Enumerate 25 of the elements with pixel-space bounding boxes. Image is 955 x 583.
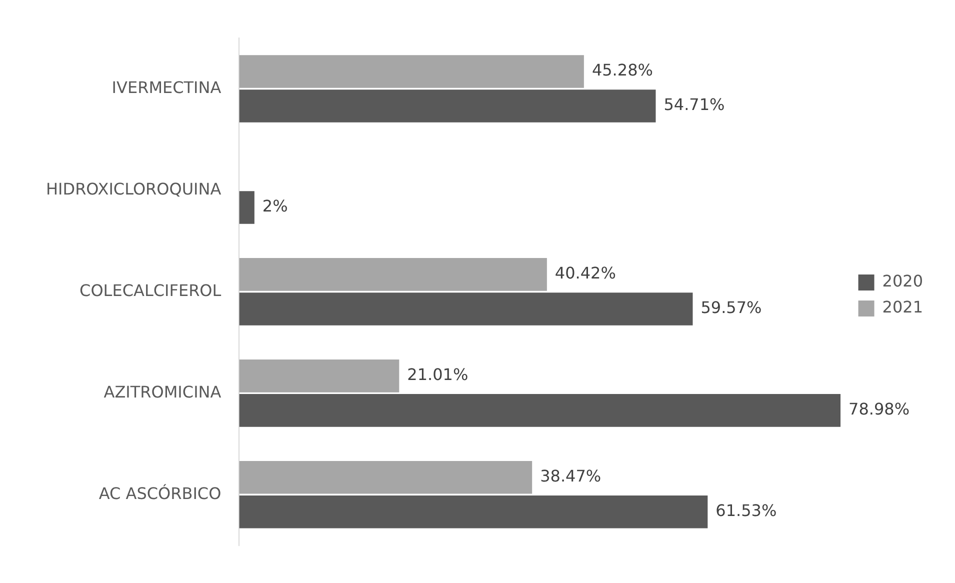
bar [239, 292, 693, 326]
data-label: 21.01% [407, 365, 468, 384]
bar [239, 461, 532, 494]
bar [239, 191, 254, 224]
bar [239, 90, 656, 122]
legend-label: 2021 [882, 298, 923, 317]
data-label: 78.98% [848, 400, 910, 419]
bar [239, 55, 584, 88]
data-label: 38.47% [540, 466, 602, 486]
bar [239, 496, 708, 528]
data-label: 54.71% [664, 95, 725, 114]
bar [239, 258, 547, 291]
data-label: 40.42% [554, 264, 616, 283]
y-tick-label: AC ASCÓRBICO [98, 484, 222, 503]
data-label: 45.28% [592, 60, 653, 80]
y-tick-label: HIDROXICLOROQUINA [46, 179, 222, 198]
bar [239, 394, 841, 427]
data-label: 59.57% [700, 298, 762, 318]
y-tick-label: COLECALCIFEROL [80, 280, 222, 300]
legend-label: 2020 [882, 272, 923, 291]
y-tick-label: AZITROMICINA [104, 382, 222, 402]
data-label: 2% [262, 196, 288, 216]
bar [239, 360, 400, 392]
data-label: 61.53% [716, 501, 777, 520]
y-tick-label: IVERMECTINA [112, 78, 222, 97]
